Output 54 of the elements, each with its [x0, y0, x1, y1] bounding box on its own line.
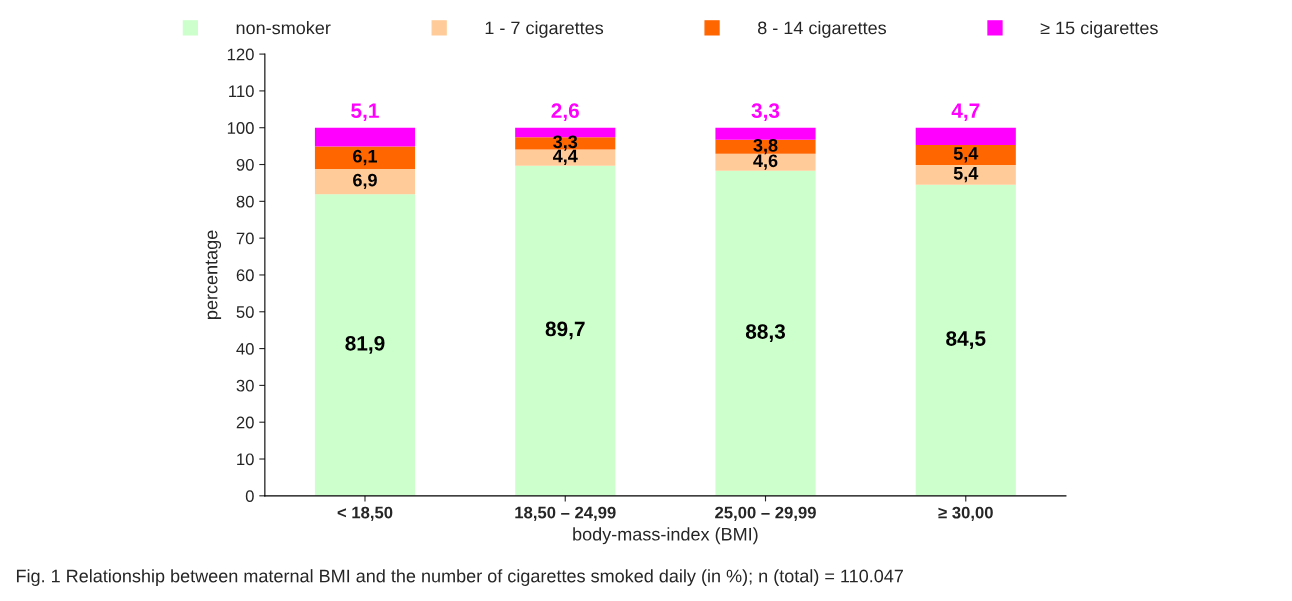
y-tick-label: 70 — [236, 232, 254, 245]
bar — [515, 165, 616, 496]
data-label: 5,1 — [351, 103, 379, 122]
bar — [515, 149, 616, 166]
bar — [715, 139, 816, 154]
y-tick-label: 100 — [227, 122, 254, 134]
y-tick-label: 60 — [236, 269, 254, 282]
bar — [314, 127, 416, 147]
data-label: 81,9 — [345, 335, 385, 354]
bar — [715, 127, 816, 140]
bar — [915, 127, 1016, 146]
y-tick-label: 30 — [236, 379, 254, 392]
data-label: 4,4 — [552, 149, 578, 165]
data-label: 3,3 — [553, 135, 578, 151]
x-axis-title: body-mass-index (BMI) — [573, 527, 758, 545]
y-tick-label: 10 — [237, 453, 254, 466]
caption: Fig. 1 Relationship between maternal BMI and the number of cigarettes smoked daily (in %); n (total) = 110.047 — [16, 569, 903, 586]
legend-label: non-smoker — [236, 21, 331, 35]
y-axis-title: percentage — [205, 230, 222, 319]
data-label: 4,6 — [753, 154, 778, 170]
y-tick-label: 20 — [236, 416, 254, 429]
y-tick-label: 110 — [229, 85, 254, 98]
data-label: 2,6 — [551, 103, 579, 122]
bar — [314, 194, 416, 496]
x-tick-label: 25,00 – 29,99 — [715, 506, 816, 521]
bar — [915, 184, 1016, 496]
legend-label: ≥ 15 cigarettes — [1040, 21, 1158, 38]
data-label: 89,7 — [545, 321, 585, 340]
y-tick-label: 120 — [227, 48, 254, 61]
data-label: 88,3 — [745, 324, 786, 342]
legend-label: 8 - 14 cigarettes — [757, 21, 887, 38]
bar — [314, 168, 416, 195]
x-tick-label: 18,50 – 24,99 — [515, 506, 616, 521]
data-label: 4,7 — [951, 103, 980, 122]
y-tick-label: 50 — [236, 306, 254, 318]
data-label: 6,9 — [353, 173, 377, 190]
y-tick-label: 40 — [236, 342, 254, 355]
x-tick-label: ≥ 30,00 — [938, 506, 993, 521]
bar — [715, 170, 816, 496]
bar — [715, 153, 816, 171]
data-label: 84,5 — [946, 331, 986, 349]
data-label: 3,8 — [753, 138, 778, 155]
data-label: 3,3 — [751, 103, 780, 122]
y-tick-label: 80 — [236, 195, 254, 208]
bar — [915, 164, 1016, 185]
data-label: 5,4 — [953, 167, 979, 183]
data-label: 6,1 — [353, 149, 378, 166]
y-tick-label: 0 — [245, 490, 254, 503]
x-tick-label: < 18,50 — [337, 506, 393, 521]
y-tick-label: 90 — [236, 158, 254, 171]
data-label: 5,4 — [953, 147, 979, 163]
legend-label: 1 - 7 cigarettes — [485, 21, 604, 38]
bar — [314, 146, 416, 169]
bar — [915, 145, 1016, 165]
